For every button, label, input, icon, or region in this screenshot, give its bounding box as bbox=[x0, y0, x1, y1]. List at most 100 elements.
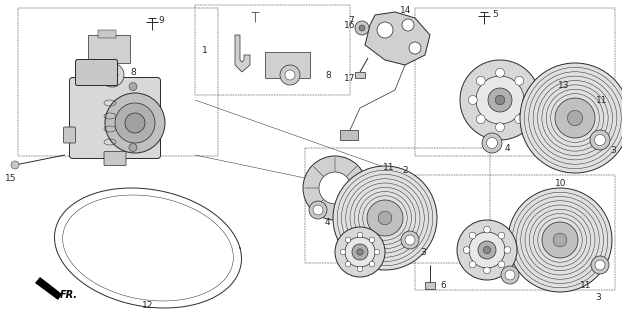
Circle shape bbox=[309, 201, 327, 219]
Circle shape bbox=[553, 233, 567, 247]
Text: 3: 3 bbox=[595, 293, 601, 302]
Circle shape bbox=[340, 249, 346, 255]
Bar bbox=[305, 148, 490, 263]
Text: FR.: FR. bbox=[60, 290, 78, 300]
Bar bbox=[355, 72, 365, 78]
Circle shape bbox=[367, 200, 403, 236]
Circle shape bbox=[469, 232, 505, 268]
Circle shape bbox=[369, 261, 375, 267]
Circle shape bbox=[504, 247, 511, 253]
Circle shape bbox=[555, 98, 595, 138]
Text: 14: 14 bbox=[400, 5, 411, 14]
Circle shape bbox=[483, 246, 491, 254]
Text: 8: 8 bbox=[130, 68, 136, 76]
Circle shape bbox=[501, 266, 519, 284]
FancyBboxPatch shape bbox=[104, 151, 126, 165]
Text: 4: 4 bbox=[325, 218, 331, 227]
Circle shape bbox=[567, 110, 583, 126]
Circle shape bbox=[402, 19, 414, 31]
Circle shape bbox=[345, 261, 351, 267]
Circle shape bbox=[313, 205, 323, 215]
Text: 13: 13 bbox=[558, 81, 570, 90]
Text: 9: 9 bbox=[158, 15, 164, 25]
Circle shape bbox=[463, 247, 470, 253]
Circle shape bbox=[476, 115, 485, 124]
Circle shape bbox=[369, 237, 375, 243]
Circle shape bbox=[496, 68, 504, 77]
Text: 5: 5 bbox=[492, 10, 498, 19]
Text: 6: 6 bbox=[440, 281, 446, 290]
Circle shape bbox=[496, 123, 504, 132]
Text: 11: 11 bbox=[383, 163, 394, 172]
Circle shape bbox=[374, 249, 380, 255]
Circle shape bbox=[522, 96, 532, 105]
Circle shape bbox=[409, 42, 421, 54]
Circle shape bbox=[11, 161, 19, 169]
Text: 3: 3 bbox=[420, 247, 425, 257]
FancyBboxPatch shape bbox=[75, 60, 118, 85]
Circle shape bbox=[335, 227, 385, 277]
Circle shape bbox=[125, 113, 145, 133]
Circle shape bbox=[405, 235, 415, 245]
Circle shape bbox=[469, 232, 476, 239]
Polygon shape bbox=[235, 35, 250, 72]
Circle shape bbox=[478, 241, 496, 259]
FancyBboxPatch shape bbox=[70, 77, 160, 158]
Circle shape bbox=[359, 25, 365, 31]
Text: 16: 16 bbox=[344, 20, 356, 29]
FancyBboxPatch shape bbox=[63, 127, 75, 143]
Text: 8: 8 bbox=[325, 70, 331, 79]
Circle shape bbox=[129, 83, 137, 91]
Polygon shape bbox=[265, 52, 310, 78]
Circle shape bbox=[484, 267, 490, 274]
Text: 7: 7 bbox=[348, 15, 354, 25]
Circle shape bbox=[377, 22, 393, 38]
Circle shape bbox=[115, 103, 155, 143]
Bar bbox=[415, 175, 615, 290]
Bar bbox=[88, 35, 130, 63]
Circle shape bbox=[355, 21, 369, 35]
Text: 11: 11 bbox=[596, 95, 608, 105]
Bar bbox=[98, 30, 116, 38]
Bar bbox=[340, 130, 358, 140]
Circle shape bbox=[100, 63, 124, 87]
Circle shape bbox=[105, 93, 165, 153]
Circle shape bbox=[469, 261, 476, 268]
Bar bbox=[415, 8, 615, 156]
Circle shape bbox=[482, 133, 502, 153]
Circle shape bbox=[345, 237, 375, 267]
Bar bbox=[425, 282, 435, 289]
Circle shape bbox=[508, 188, 612, 292]
Text: 1: 1 bbox=[202, 45, 208, 54]
Circle shape bbox=[457, 220, 517, 280]
Circle shape bbox=[319, 172, 351, 204]
Text: 4: 4 bbox=[505, 143, 511, 153]
Circle shape bbox=[352, 244, 368, 260]
Text: 11: 11 bbox=[580, 281, 592, 290]
Circle shape bbox=[468, 96, 477, 105]
Circle shape bbox=[476, 76, 524, 124]
Text: 2: 2 bbox=[402, 165, 407, 174]
Circle shape bbox=[590, 130, 610, 150]
Circle shape bbox=[515, 115, 524, 124]
Circle shape bbox=[484, 226, 490, 233]
Circle shape bbox=[495, 95, 505, 105]
Bar bbox=[18, 8, 218, 156]
Text: 10: 10 bbox=[555, 179, 567, 188]
Circle shape bbox=[520, 63, 622, 173]
Polygon shape bbox=[365, 12, 430, 65]
Circle shape bbox=[595, 134, 605, 146]
Circle shape bbox=[129, 143, 137, 151]
Circle shape bbox=[357, 266, 363, 272]
Circle shape bbox=[488, 88, 512, 112]
Text: 15: 15 bbox=[5, 173, 17, 182]
Polygon shape bbox=[35, 277, 62, 300]
Circle shape bbox=[542, 222, 578, 258]
Circle shape bbox=[498, 232, 505, 239]
Circle shape bbox=[498, 261, 505, 268]
Circle shape bbox=[357, 249, 363, 255]
Circle shape bbox=[505, 270, 515, 280]
Text: 3: 3 bbox=[610, 146, 616, 155]
Circle shape bbox=[401, 231, 419, 249]
Circle shape bbox=[345, 237, 351, 243]
